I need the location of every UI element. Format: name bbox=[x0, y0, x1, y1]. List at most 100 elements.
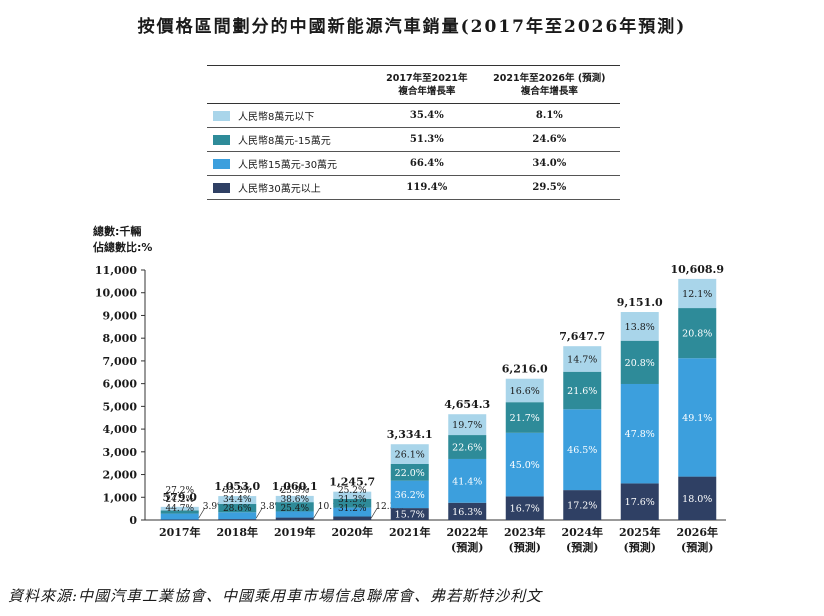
segment-label: 27.2% bbox=[165, 486, 194, 496]
bar-segment bbox=[678, 308, 717, 359]
segment-label: 49.1% bbox=[682, 413, 712, 424]
x-tick-label: 2021年 bbox=[389, 525, 431, 539]
y-tick-label: 3,000 bbox=[103, 446, 138, 459]
bar-segment bbox=[448, 414, 487, 436]
segment-label: 47.8% bbox=[625, 429, 655, 440]
y-tick-label: 4,000 bbox=[103, 423, 138, 436]
legend-category: 人民幣15萬元-30萬元 bbox=[207, 151, 375, 176]
segment-label: 44.7% bbox=[165, 504, 194, 514]
y-tick-label: 9,000 bbox=[103, 309, 138, 322]
total-label: 3,334.1 bbox=[387, 428, 433, 441]
chart-title: 按價格區間劃分的中國新能源汽車銷量(2017年至2026年預測) bbox=[137, 17, 687, 37]
bar-segment bbox=[678, 358, 717, 477]
cagr-value: 24.6% bbox=[478, 127, 620, 152]
legend-header-cagr-2021-2026: 2021年至2026年 (預測) 複合年增長率 bbox=[478, 65, 620, 104]
header-line: 複合年增長率 bbox=[520, 86, 578, 97]
y-tick-label: 8,000 bbox=[103, 332, 138, 345]
bar-segment bbox=[563, 371, 602, 410]
x-tick-label: 2022年 bbox=[446, 525, 488, 539]
legend-label: 人民幣8萬元-15萬元 bbox=[238, 136, 331, 147]
legend-label: 人民幣8萬元以下 bbox=[238, 112, 315, 123]
x-tick-label: 2018年 bbox=[216, 525, 258, 539]
legend-swatch bbox=[213, 110, 230, 121]
segment-label: 17.2% bbox=[567, 501, 597, 512]
segment-label: 21.7% bbox=[510, 413, 540, 424]
segment-label: 21.6% bbox=[567, 386, 597, 397]
y-tick-label: 7,000 bbox=[103, 355, 138, 368]
bar-segment bbox=[505, 496, 544, 520]
segment-label: 36.2% bbox=[395, 490, 425, 501]
bar-segment bbox=[333, 491, 372, 499]
legend-label: 人民幣15萬元-30萬元 bbox=[238, 160, 338, 171]
segment-label: 10.1% bbox=[318, 502, 347, 512]
bar-segment bbox=[678, 278, 717, 309]
legend-category: 人民幣30萬元以上 bbox=[207, 175, 375, 200]
legend-row: 人民幣8萬元-15萬元 51.3% 24.6% bbox=[207, 127, 620, 152]
bar-segment bbox=[678, 476, 717, 520]
cagr-value: 51.3% bbox=[375, 127, 479, 152]
legend-header-cagr-2017-2021: 2017年至2021年 複合年增長率 bbox=[375, 65, 479, 104]
legend-swatch bbox=[213, 182, 230, 193]
segment-label: 15.7% bbox=[395, 510, 425, 521]
bar-segment bbox=[563, 346, 602, 372]
x-tick-label: 2020年 bbox=[331, 525, 373, 539]
y-tick-label: 11,000 bbox=[95, 264, 137, 277]
bar-segment bbox=[390, 480, 429, 509]
bar-segment bbox=[505, 432, 544, 497]
bar-segment bbox=[390, 444, 429, 465]
bar-segment bbox=[275, 495, 314, 503]
cagr-value: 35.4% bbox=[375, 103, 479, 128]
bar-segment bbox=[448, 435, 487, 459]
bar-segment bbox=[218, 496, 257, 505]
segment-label: 33.2% bbox=[223, 486, 252, 496]
legend-category: 人民幣8萬元以下 bbox=[207, 103, 375, 128]
segment-label: 12.1% bbox=[682, 289, 712, 300]
bar-segment bbox=[275, 511, 314, 518]
y-tick-label: 10,000 bbox=[95, 287, 137, 300]
bar-segment bbox=[505, 402, 544, 433]
legend-label: 人民幣30萬元以上 bbox=[238, 184, 321, 195]
segment-label: 16.7% bbox=[510, 504, 540, 515]
segment-label: 24.2% bbox=[165, 495, 194, 505]
segment-label: 25.4% bbox=[280, 504, 309, 514]
unit-label-share: 佔總數比:% bbox=[93, 241, 153, 254]
leader-line bbox=[370, 507, 378, 519]
x-tick-label: 2017年 bbox=[159, 525, 201, 539]
x-tick-label: 2025年 bbox=[619, 525, 661, 539]
segment-label: 20.8% bbox=[682, 329, 712, 340]
cagr-value: 29.5% bbox=[478, 175, 620, 200]
bar-segment bbox=[275, 517, 314, 520]
segment-label: 41.4% bbox=[452, 476, 482, 487]
bar-segment bbox=[390, 508, 429, 520]
x-tick-sublabel: (預測) bbox=[681, 540, 713, 554]
legend-table: 2017年至2021年 複合年增長率 2021年至2026年 (預測) 複合年增… bbox=[207, 65, 620, 200]
bar-segment bbox=[448, 458, 487, 503]
legend-row: 人民幣30萬元以上 119.4% 29.5% bbox=[207, 175, 620, 200]
segment-label: 22.6% bbox=[452, 443, 482, 454]
segment-label: 13.8% bbox=[625, 322, 655, 333]
legend-swatch bbox=[213, 134, 230, 145]
total-label: 10,608.9 bbox=[670, 263, 724, 276]
segment-label: 17.6% bbox=[625, 497, 655, 508]
bar-segment bbox=[333, 498, 372, 508]
segment-label: 26.1% bbox=[395, 450, 425, 461]
cagr-value: 119.4% bbox=[375, 175, 479, 200]
cagr-value: 34.0% bbox=[478, 151, 620, 176]
leader-line bbox=[313, 507, 321, 519]
bar-segment bbox=[620, 312, 659, 341]
x-tick-label: 2024年 bbox=[561, 525, 603, 539]
bar-segment bbox=[160, 513, 199, 520]
stacked-bar-chart: 0 1,000 2,000 3,000 4,000 5,000 6,000 7,000 8,00… bbox=[95, 263, 726, 554]
x-tick-sublabel: (預測) bbox=[624, 540, 656, 554]
bar-segment bbox=[505, 378, 544, 403]
segment-label: 3.8% bbox=[260, 502, 283, 512]
bar-segment bbox=[620, 483, 659, 520]
x-tick-label: 2019年 bbox=[274, 525, 316, 539]
bar-segment bbox=[218, 512, 257, 520]
x-tick-label: 2023年 bbox=[504, 525, 546, 539]
y-tick-label: 0 bbox=[129, 514, 137, 527]
legend-row: 人民幣8萬元以下 35.4% 8.1% bbox=[207, 103, 620, 128]
segment-label: 25.9% bbox=[280, 486, 309, 496]
header-line: 2021年至2026年 (預測) bbox=[493, 73, 606, 84]
y-tick-label: 6,000 bbox=[103, 378, 138, 391]
